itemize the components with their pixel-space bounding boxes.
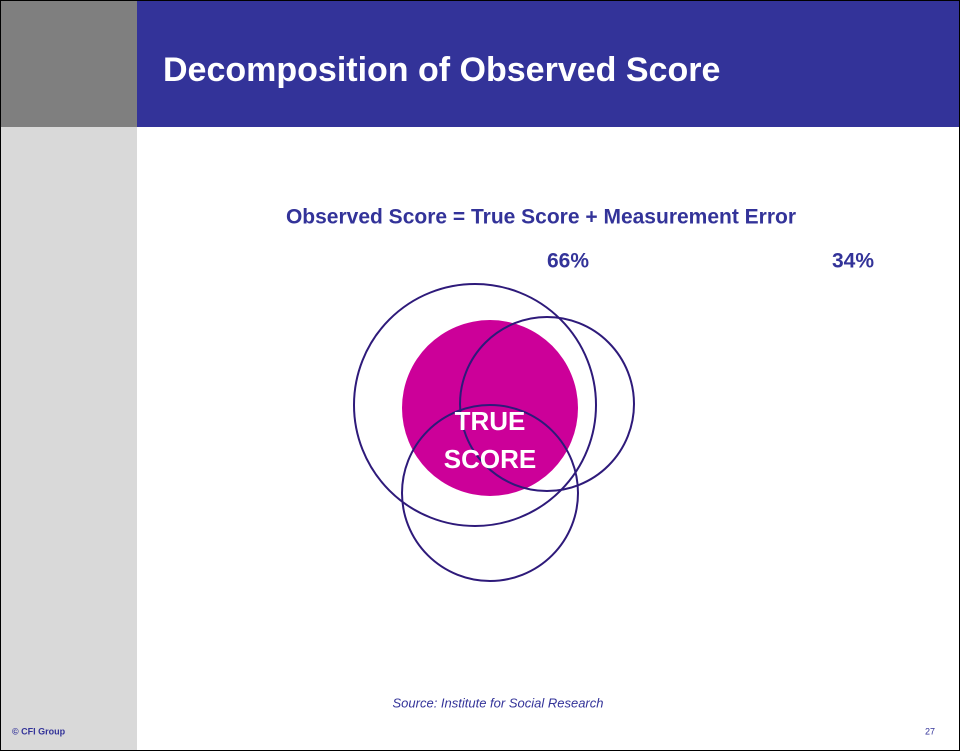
equation: Observed Score = True Score + Measuremen…	[286, 206, 796, 229]
true-share: 66%	[547, 250, 589, 273]
diagram-label: SCORE	[444, 444, 536, 474]
source: Source: Institute for Social Research	[393, 695, 604, 710]
corner-block	[0, 0, 137, 127]
outline-circle	[353, 283, 597, 527]
outline-circle	[459, 316, 635, 492]
title: Decomposition of Observed Score	[163, 51, 720, 89]
true-score-circle	[402, 320, 578, 496]
side-band	[0, 127, 137, 751]
title-bar	[137, 0, 960, 127]
error-share: 34%	[832, 250, 874, 273]
page-number: 27	[925, 726, 935, 736]
copyright: © CFI Group	[12, 726, 66, 736]
diagram-label: TRUE	[455, 406, 526, 436]
outline-circle	[401, 404, 579, 582]
